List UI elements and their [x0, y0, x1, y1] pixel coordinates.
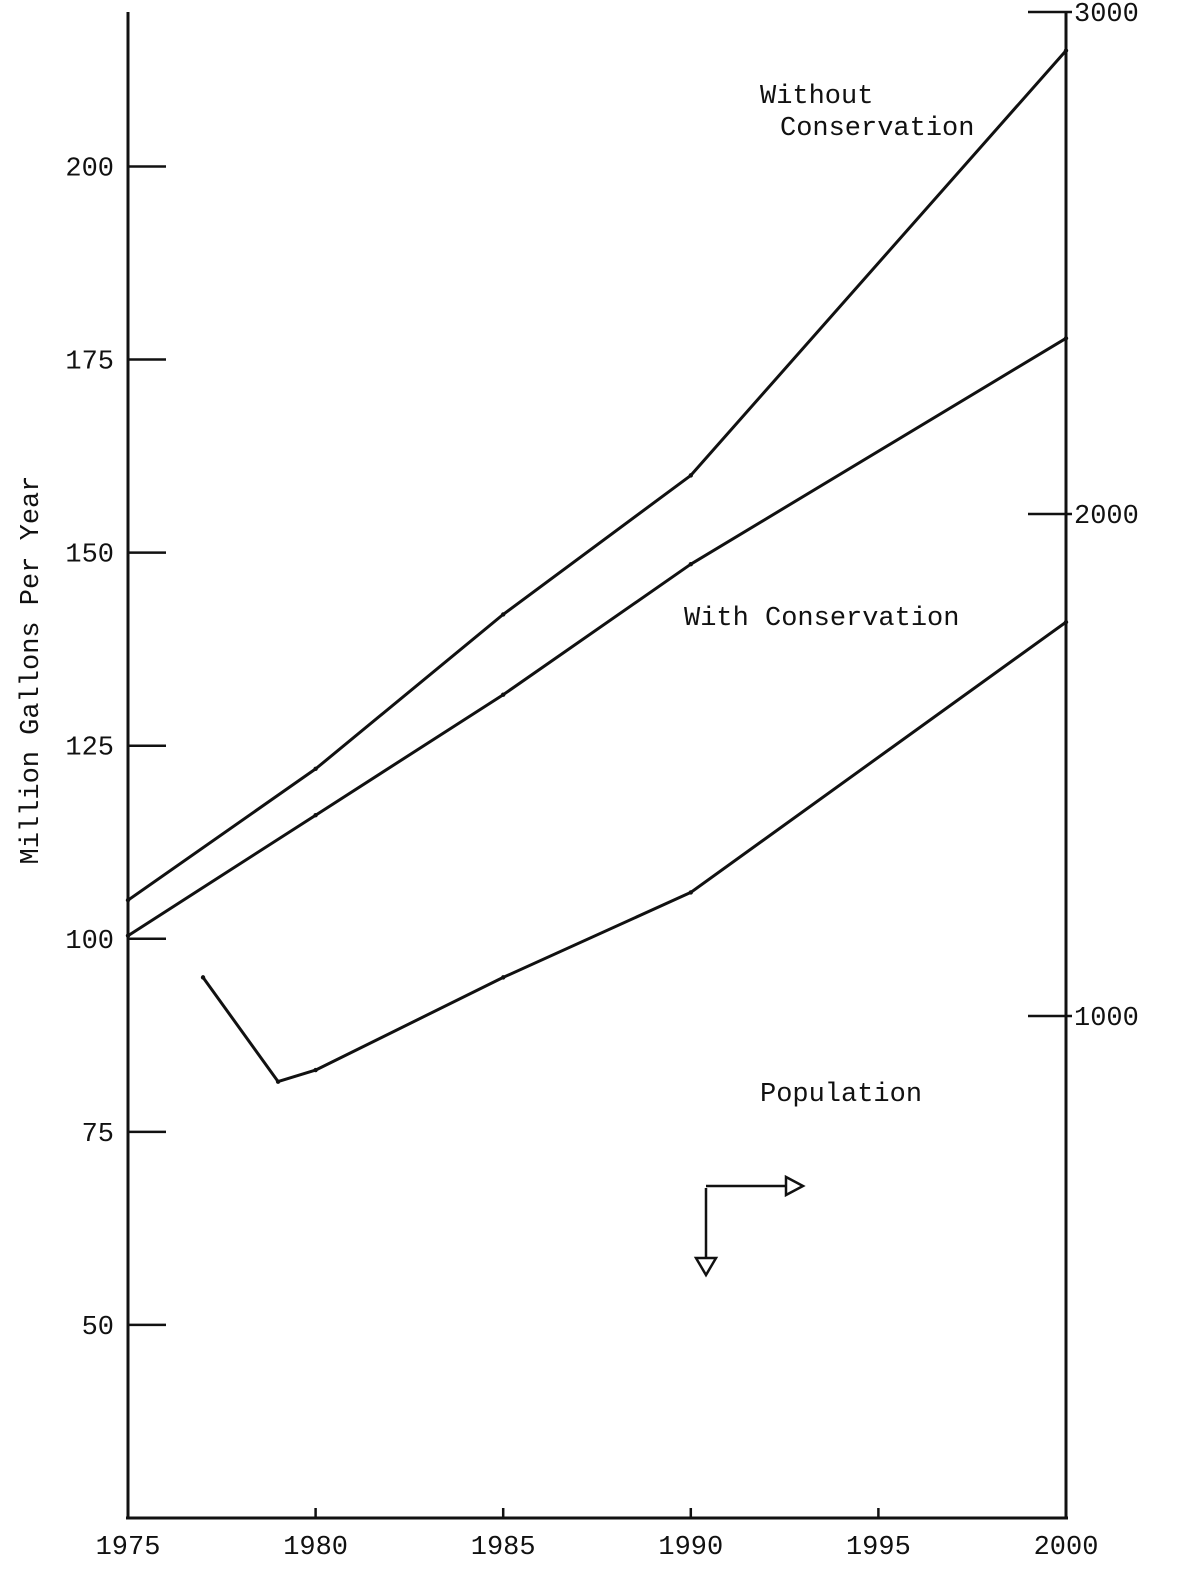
data-point-population — [1063, 336, 1069, 341]
x-tick-label: 1975 — [96, 1533, 161, 1563]
y-tick-label: 100 — [65, 927, 114, 957]
data-point-without-conservation — [688, 473, 693, 478]
x-tick-label: 1980 — [283, 1533, 348, 1563]
data-point-without-conservation — [1063, 48, 1069, 53]
y-tick-label: 175 — [65, 348, 114, 378]
series-label-without-conservation: Without — [760, 82, 873, 112]
y2-tick-label: 2000 — [1074, 502, 1139, 532]
data-point-without-conservation — [125, 897, 131, 903]
series-line-without-conservation — [126, 49, 1068, 902]
y-tick-label: 50 — [82, 1313, 114, 1343]
x-tick-label: 1990 — [658, 1533, 723, 1563]
labels: Million Gallons Per Year WithoutConservat… — [17, 82, 974, 1110]
y-axis-title: Million Gallons Per Year — [17, 476, 47, 865]
y-tick-label: 150 — [65, 541, 114, 571]
y-tick-label: 200 — [65, 154, 114, 184]
series-group — [125, 48, 1069, 1084]
data-point-with-conservation — [200, 975, 206, 980]
down-arrow-icon — [693, 1256, 719, 1278]
data-point-without-conservation — [313, 766, 318, 772]
series-line-population — [126, 336, 1068, 938]
series-line-with-conservation — [201, 620, 1068, 1084]
data-point-population — [688, 562, 693, 567]
data-point-without-conservation — [501, 612, 506, 617]
series-label-without-conservation: Conservation — [780, 114, 974, 144]
y2-tick-label: 3000 — [1074, 0, 1139, 30]
series-label-population: Population — [760, 1080, 922, 1110]
data-point-population — [313, 813, 318, 818]
data-point-with-conservation — [501, 975, 506, 980]
axes: 50 75 100 125 150 175 200 1000 2000 3000 1975 1980 1… — [65, 0, 1138, 1563]
x-tick-label: 1985 — [471, 1533, 536, 1563]
data-point-with-conservation — [313, 1067, 318, 1073]
data-point-population — [125, 933, 131, 938]
right-arrow-icon — [784, 1174, 806, 1198]
data-point-population — [501, 692, 506, 697]
data-point-with-conservation — [688, 890, 693, 895]
y-tick-label: 75 — [82, 1120, 114, 1150]
series-label-with-conservation: With Conservation — [684, 604, 959, 634]
data-point-with-conservation — [275, 1079, 281, 1084]
x-tick-label: 1995 — [846, 1533, 911, 1563]
data-point-with-conservation — [1063, 619, 1069, 625]
x-tick-label: 2000 — [1034, 1533, 1099, 1563]
y2-tick-label: 1000 — [1074, 1004, 1139, 1034]
y-tick-label: 125 — [65, 734, 114, 764]
axis-arrows — [693, 1174, 806, 1278]
